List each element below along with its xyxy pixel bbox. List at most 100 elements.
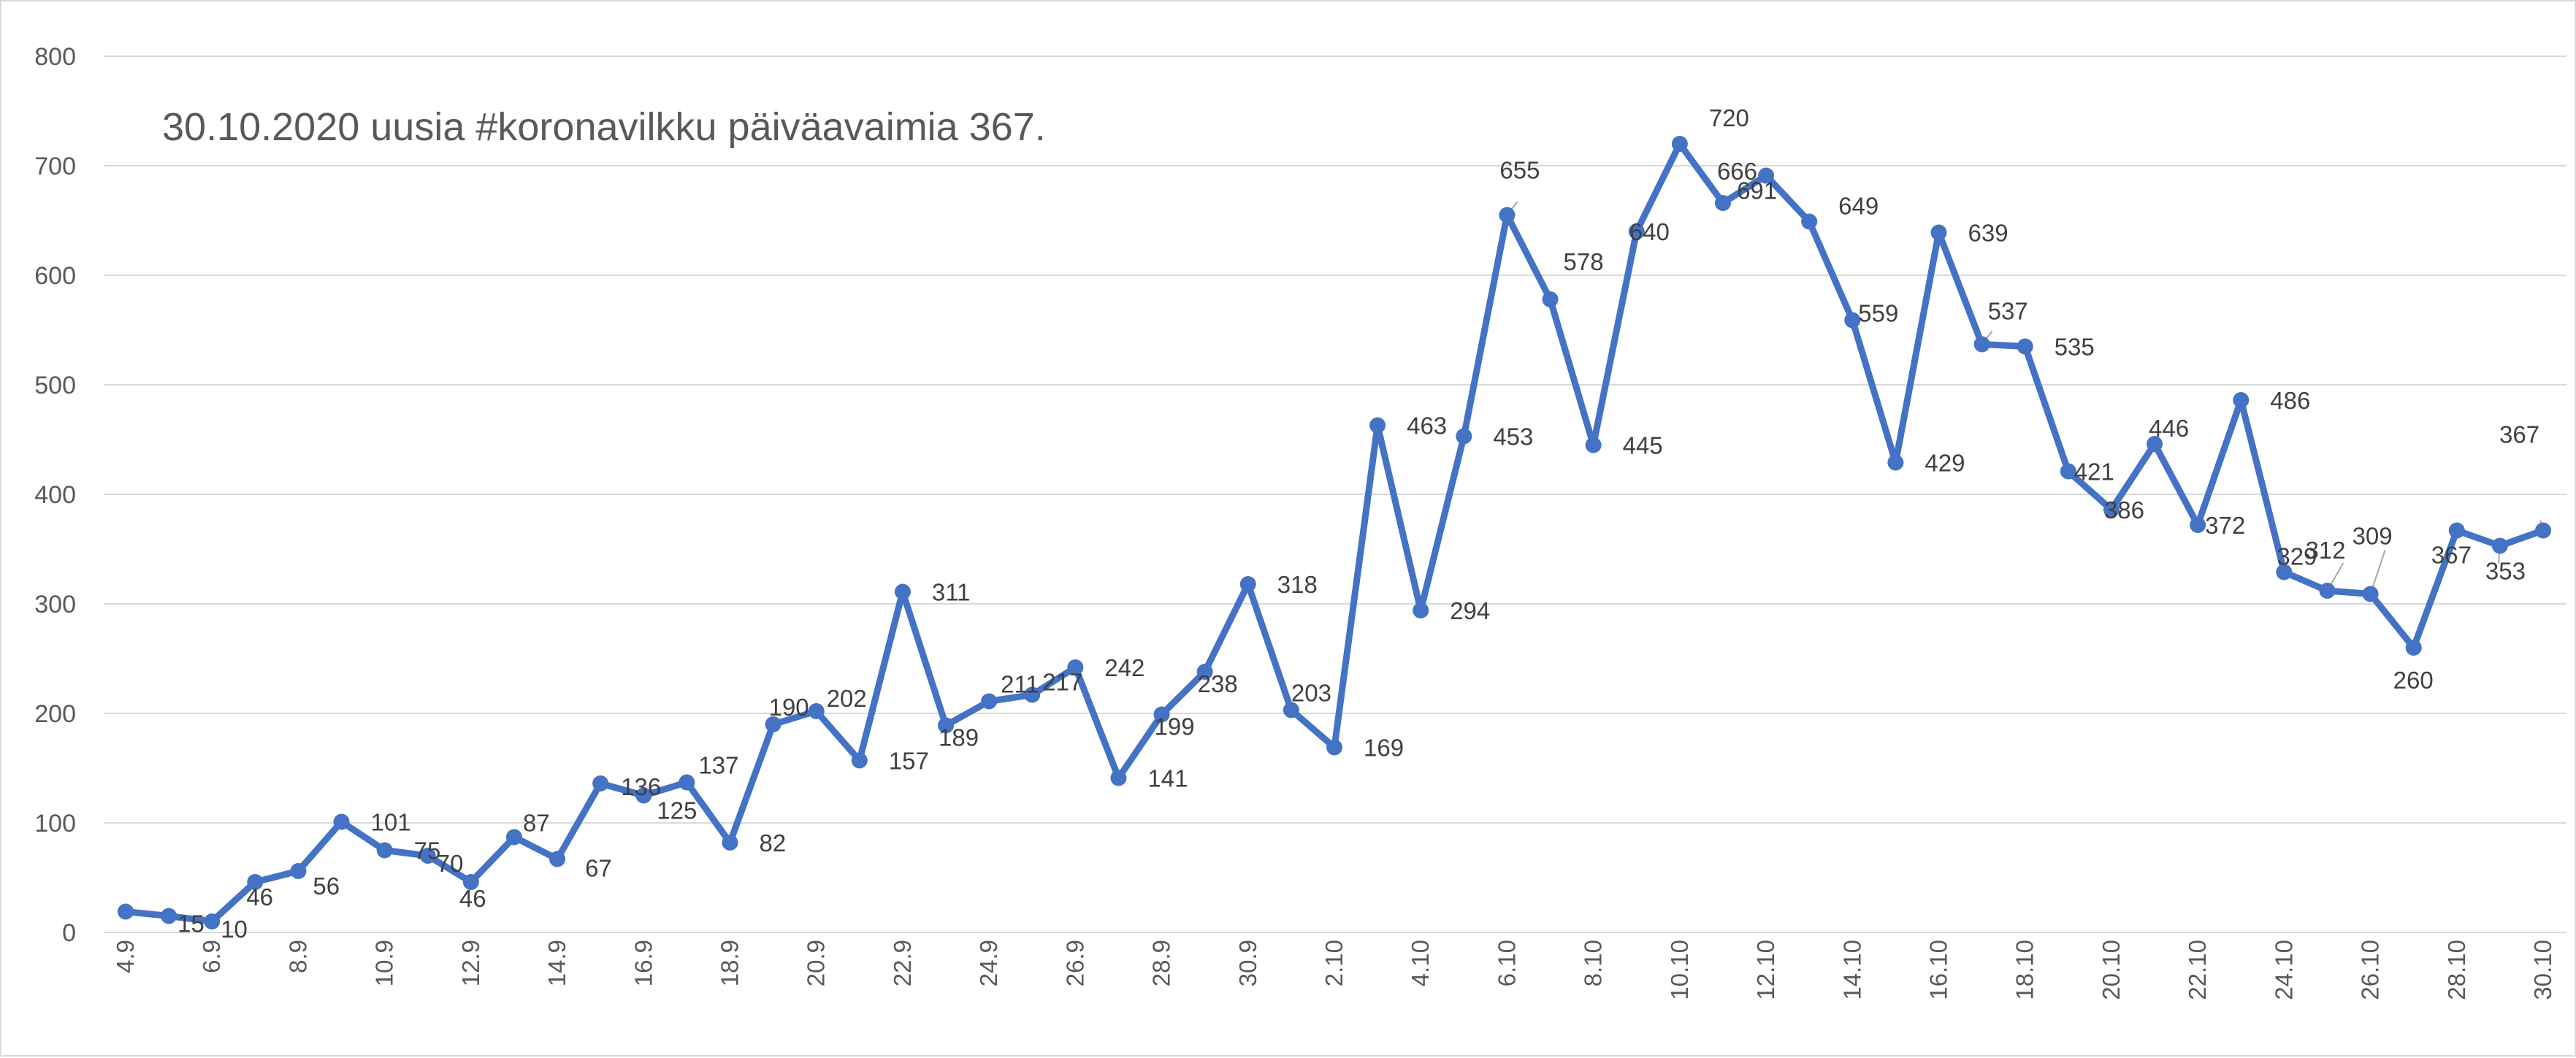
data-label: 46 bbox=[459, 885, 486, 912]
x-tick-label: 6.9 bbox=[198, 940, 225, 973]
x-tick-label: 18.9 bbox=[716, 940, 744, 986]
data-label: 691 bbox=[1737, 177, 1777, 204]
data-point bbox=[1671, 136, 1688, 152]
x-tick-label: 20.10 bbox=[2098, 940, 2125, 1000]
x-tick-label: 4.10 bbox=[1407, 940, 1434, 986]
x-tick-label: 22.9 bbox=[889, 940, 916, 986]
data-point bbox=[290, 863, 307, 879]
data-point bbox=[204, 913, 221, 929]
data-label: 87 bbox=[523, 810, 550, 837]
data-label: 125 bbox=[657, 797, 697, 824]
data-label: 463 bbox=[1407, 413, 1447, 440]
data-label: 367 bbox=[2499, 421, 2539, 448]
data-label: 535 bbox=[2055, 334, 2095, 361]
data-label: 137 bbox=[698, 752, 738, 779]
data-point bbox=[505, 829, 522, 846]
x-tick-label: 26.10 bbox=[2357, 940, 2384, 1000]
data-label: 640 bbox=[1629, 218, 1670, 245]
data-label: 318 bbox=[1277, 571, 1318, 598]
x-tick-label: 6.10 bbox=[1493, 940, 1520, 986]
data-point bbox=[2103, 502, 2120, 518]
data-point bbox=[722, 835, 738, 851]
series-line bbox=[122, 140, 2547, 925]
data-label: 242 bbox=[1104, 654, 1144, 681]
data-point bbox=[376, 842, 393, 859]
data-label: 211 bbox=[1001, 671, 1039, 698]
data-point bbox=[1369, 417, 1386, 434]
data-point bbox=[592, 775, 609, 791]
data-label: 578 bbox=[1564, 248, 1604, 275]
data-label: 199 bbox=[1155, 713, 1195, 740]
data-point bbox=[1628, 223, 1645, 239]
data-point bbox=[1067, 659, 1084, 675]
y-tick-label: 400 bbox=[34, 481, 76, 509]
data-point bbox=[1585, 437, 1602, 453]
data-label: 189 bbox=[939, 724, 979, 751]
data-point bbox=[894, 583, 911, 600]
data-label: 10 bbox=[221, 916, 248, 943]
x-tick-label: 30.10 bbox=[2529, 940, 2556, 1000]
y-tick-label: 500 bbox=[34, 372, 76, 399]
x-tick-label: 8.9 bbox=[284, 940, 311, 973]
data-point bbox=[765, 716, 781, 732]
data-label: 190 bbox=[769, 694, 809, 721]
y-tick-label: 600 bbox=[34, 262, 76, 290]
data-label: 537 bbox=[1988, 298, 2028, 325]
data-label: 445 bbox=[1623, 432, 1663, 459]
x-tick-label: 10.9 bbox=[371, 940, 398, 986]
data-label: 372 bbox=[2205, 512, 2245, 539]
x-tick-label: 28.10 bbox=[2443, 940, 2470, 1000]
data-point bbox=[1758, 167, 1775, 184]
data-point bbox=[1413, 602, 1429, 618]
data-point bbox=[2147, 436, 2163, 452]
x-tick-label: 26.9 bbox=[1061, 940, 1088, 986]
data-point bbox=[851, 752, 868, 769]
gridlines bbox=[104, 55, 2567, 933]
data-label: 559 bbox=[1858, 300, 1898, 327]
data-label: 67 bbox=[585, 855, 612, 882]
data-point bbox=[1887, 454, 1904, 471]
data-point bbox=[1801, 213, 1818, 230]
data-point bbox=[549, 851, 566, 867]
x-tick-label: 14.10 bbox=[1838, 940, 1865, 1000]
x-tick-label: 20.9 bbox=[803, 940, 830, 986]
data-point bbox=[1283, 702, 1299, 718]
data-point bbox=[1542, 291, 1559, 307]
data-label: 202 bbox=[827, 685, 867, 712]
data-point bbox=[1326, 739, 1342, 756]
data-point bbox=[679, 774, 695, 791]
data-point bbox=[635, 787, 652, 804]
data-label: 311 bbox=[932, 579, 971, 606]
data-label: 238 bbox=[1198, 670, 1238, 697]
data-label: 720 bbox=[1709, 104, 1749, 131]
data-point bbox=[1714, 195, 1731, 211]
data-label: 312 bbox=[2305, 537, 2345, 564]
data-point bbox=[981, 693, 998, 710]
data-point bbox=[2190, 517, 2206, 533]
data-label: 75 bbox=[414, 837, 441, 865]
data-label: 56 bbox=[313, 873, 340, 900]
data-point bbox=[2535, 522, 2551, 539]
data-label: 386 bbox=[2104, 497, 2144, 524]
data-label: 82 bbox=[760, 829, 787, 856]
data-label: 101 bbox=[371, 809, 411, 836]
data-label: 203 bbox=[1291, 680, 1331, 707]
data-point bbox=[1196, 664, 1213, 680]
data-point bbox=[247, 874, 264, 890]
data-point bbox=[118, 903, 134, 920]
data-point bbox=[462, 874, 479, 890]
data-label: 15 bbox=[177, 911, 205, 938]
x-tick-label: 14.9 bbox=[543, 940, 570, 986]
data-point bbox=[161, 908, 177, 924]
x-tick-label: 22.10 bbox=[2184, 940, 2211, 1000]
data-label: 309 bbox=[2353, 523, 2393, 550]
x-tick-label: 12.10 bbox=[1752, 940, 1779, 1000]
x-tick-label: 16.10 bbox=[1925, 940, 1952, 1000]
series-layer bbox=[118, 136, 2551, 929]
data-point bbox=[1110, 770, 1127, 786]
data-point bbox=[2233, 392, 2250, 408]
x-tick-label: 28.9 bbox=[1148, 940, 1175, 986]
